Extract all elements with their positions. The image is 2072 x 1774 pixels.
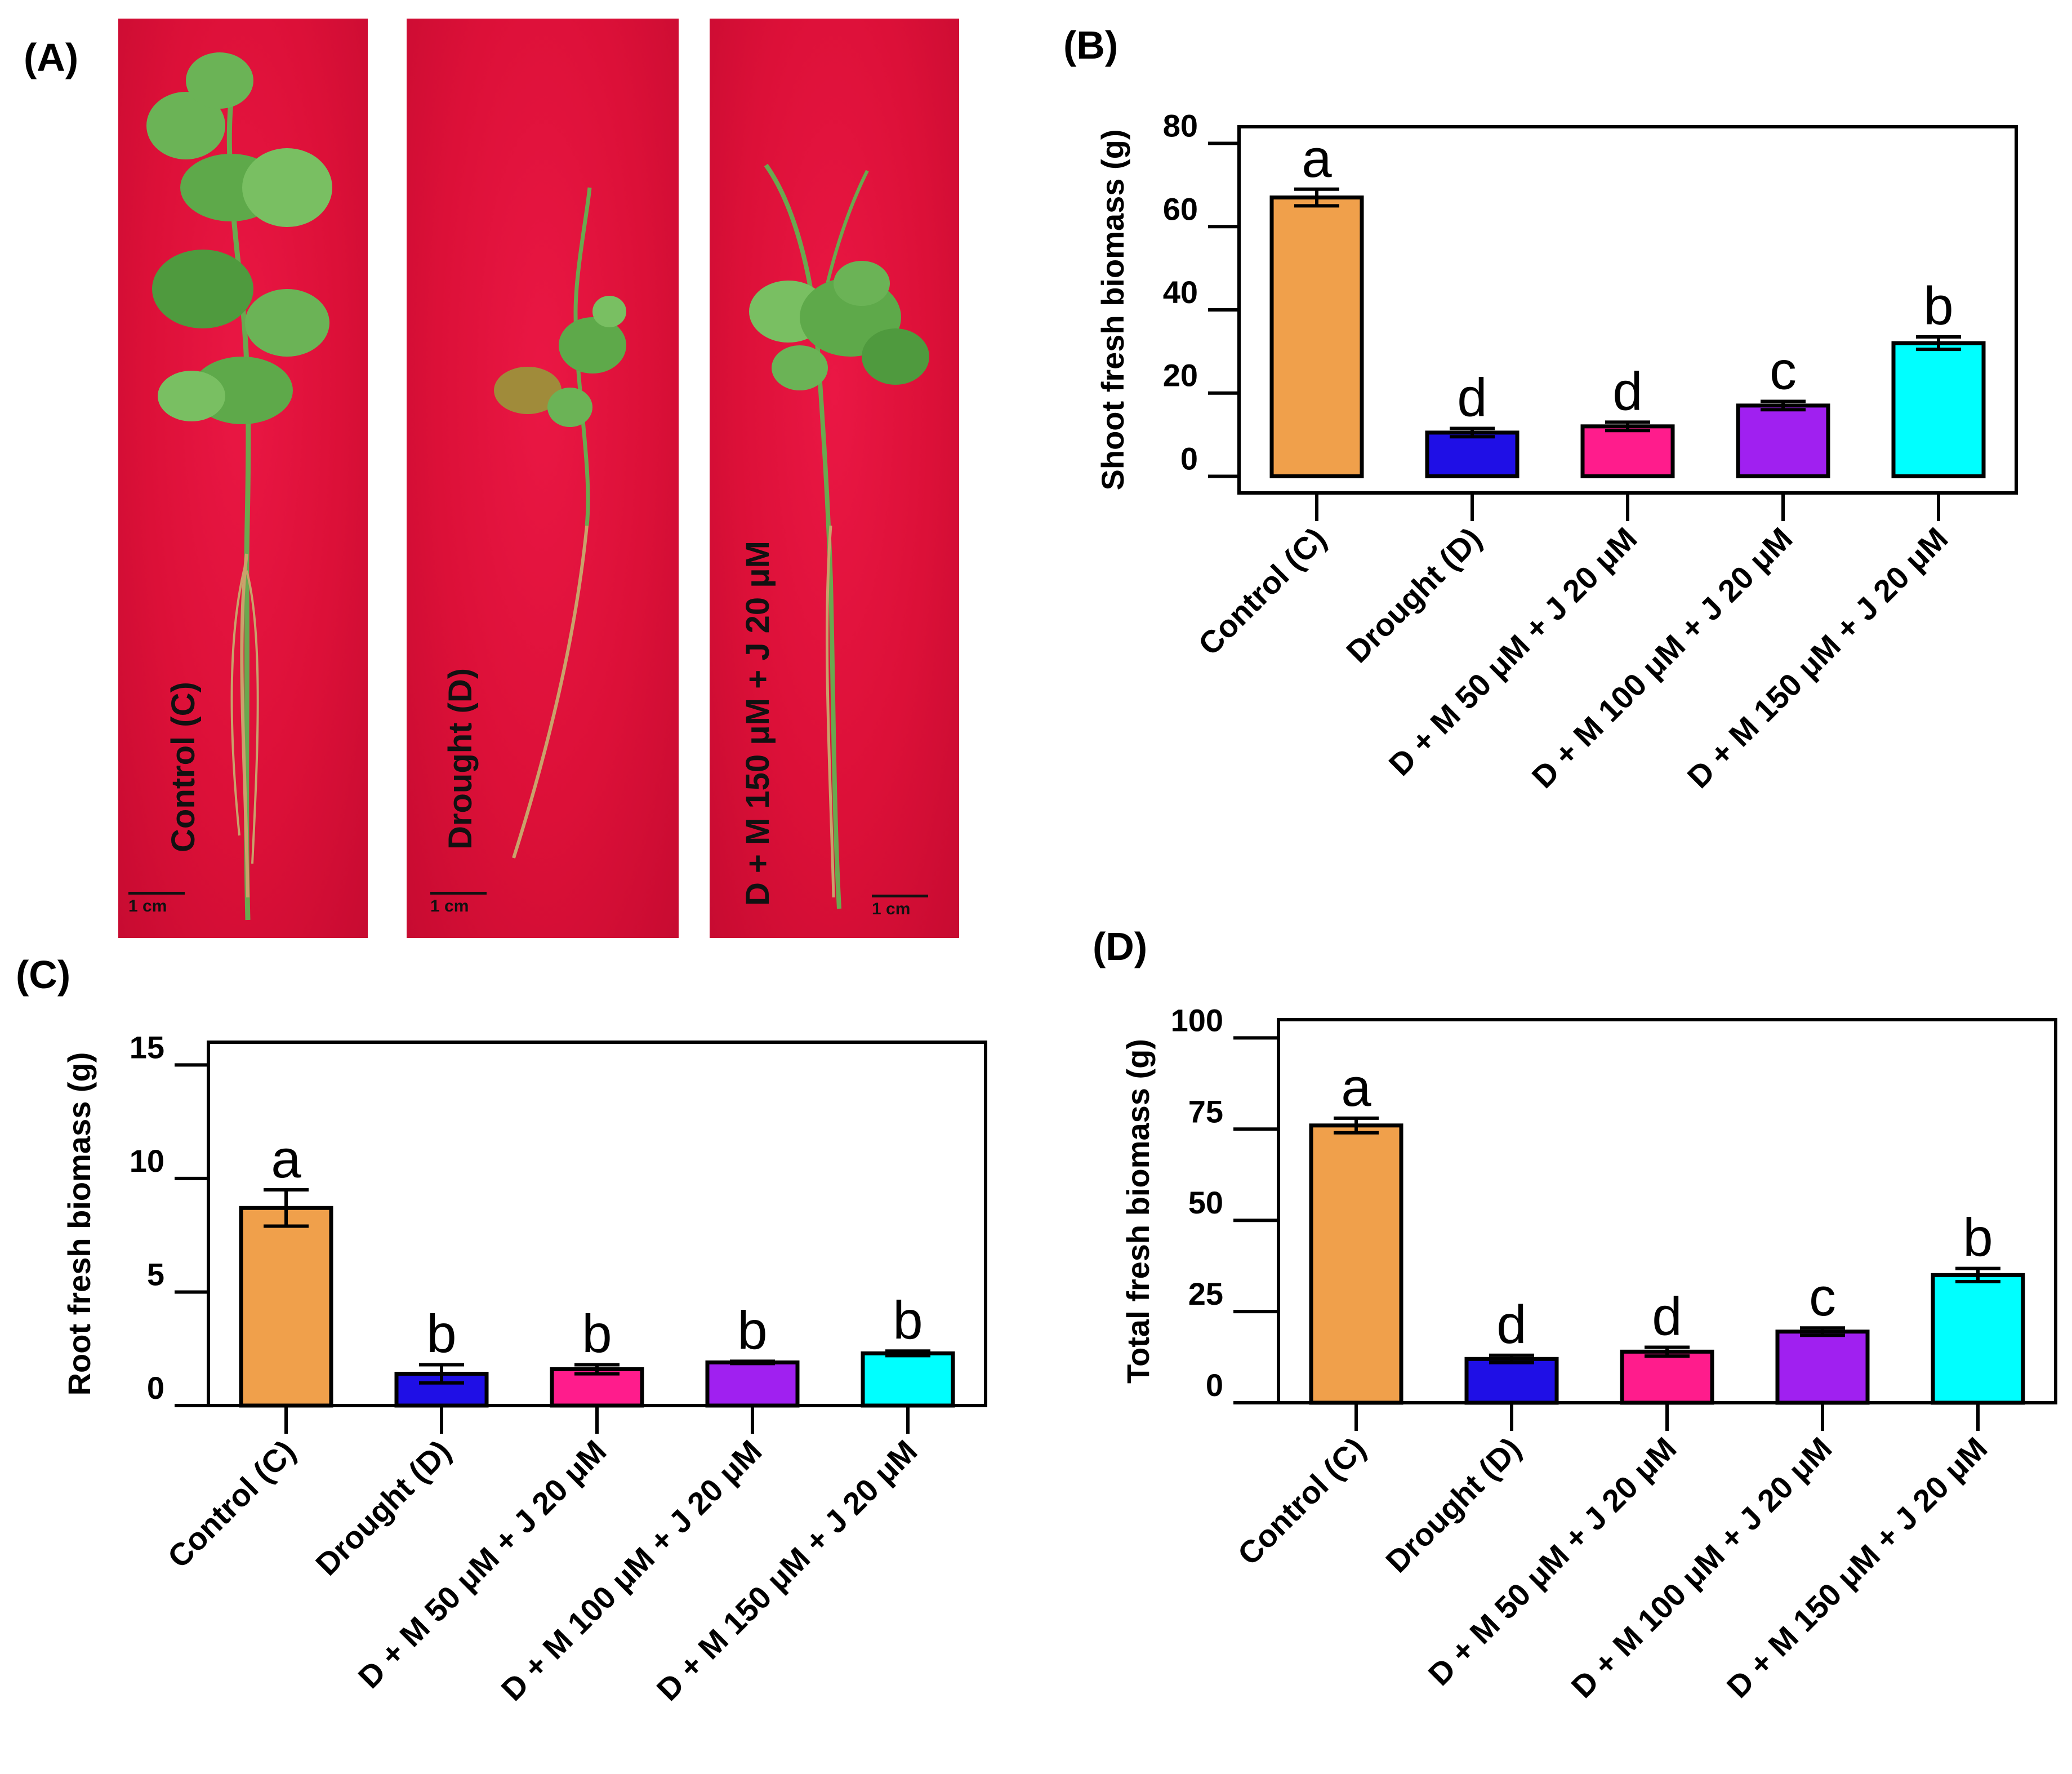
treatment-plant-image [749, 163, 929, 909]
x-category-label: D + M 100 μM + J 20 μM [1525, 521, 1799, 795]
y-tick-label: 50 [1188, 1185, 1223, 1220]
scale-bar-drought: 1 cm [430, 892, 487, 916]
significance-letter: c [1809, 1267, 1836, 1327]
photo-control: Control (C) 1 cm [118, 19, 368, 938]
x-category-label: D + M 50 μM + J 20 μM [1382, 521, 1644, 782]
y-tick-label: 75 [1188, 1093, 1223, 1129]
scale-bar-control: 1 cm [128, 892, 185, 916]
x-category-label: D + M 150 μM + J 20 μM [1681, 521, 1955, 795]
significance-letter: b [1923, 276, 1953, 336]
x-category-label: D + M 100 μM + J 20 μM [494, 1433, 769, 1708]
significance-letter: d [1652, 1287, 1682, 1347]
x-category-label: Drought (D) [1379, 1430, 1527, 1579]
bar [861, 1351, 955, 1408]
bar [1425, 430, 1520, 478]
y-tick-label: 100 [1171, 1002, 1223, 1038]
panel-label-d: (D) [1093, 924, 1148, 968]
significance-letter: b [582, 1304, 612, 1364]
significance-letter: d [1457, 368, 1487, 428]
scale-bar-label: 1 cm [430, 897, 469, 915]
photo-treatment: D + M 150 μM + J 20 μM 1 cm [710, 19, 959, 938]
significance-letter: c [1770, 341, 1797, 401]
x-category-label: Drought (D) [1339, 521, 1488, 669]
panel-label-b: (B) [1063, 23, 1119, 67]
photo-label-treatment: D + M 150 μM + J 20 μM [739, 541, 776, 906]
bar [1309, 1123, 1403, 1405]
y-tick-label: 5 [147, 1256, 164, 1292]
significance-letter: a [1302, 128, 1332, 189]
significance-letter: a [1341, 1057, 1371, 1118]
y-tick-label: 80 [1163, 108, 1198, 144]
significance-letter: b [737, 1300, 767, 1360]
y-tick-label: 0 [1206, 1367, 1223, 1403]
x-category-label: Control (C) [161, 1433, 302, 1575]
photo-label-control: Control (C) [165, 682, 202, 852]
bar [1269, 195, 1364, 478]
photo-label-drought: Drought (D) [442, 668, 479, 850]
y-tick-label: 25 [1188, 1276, 1223, 1311]
y-axis-label: Root fresh biomass (g) [61, 1052, 97, 1396]
significance-letter: a [271, 1129, 301, 1189]
bar [1620, 1349, 1714, 1405]
bar [1580, 424, 1675, 478]
x-category-label: D + M 100 μM + J 20 μM [1565, 1430, 1839, 1705]
bar [239, 1206, 333, 1408]
photo-drought: Drought (D) 1 cm [407, 19, 679, 938]
x-category-label: D + M 50 μM + J 20 μM [1422, 1430, 1683, 1692]
chart-total-biomass: 0 25 50 75 100 Total fresh biomass (g) a Contro… [1120, 1002, 2057, 1705]
y-tick-label: 0 [147, 1370, 164, 1406]
bar [1775, 1330, 1870, 1405]
scale-bar-label: 1 cm [872, 900, 911, 918]
scale-bar-treatment: 1 cm [872, 895, 928, 919]
y-tick-label: 20 [1163, 358, 1198, 393]
x-category-label: Control (C) [1231, 1430, 1372, 1572]
x-category-label: D + M 150 μM + J 20 μM [650, 1433, 924, 1708]
x-category-label: D + M 150 μM + J 20 μM [1720, 1430, 1994, 1705]
significance-letter: b [893, 1290, 923, 1350]
significance-letter: d [1612, 361, 1642, 421]
bar [1464, 1357, 1559, 1405]
y-tick-label: 10 [130, 1143, 164, 1179]
panel-label-a: (A) [24, 35, 79, 79]
y-axis-label: Total fresh biomass (g) [1120, 1039, 1156, 1384]
significance-letter: b [426, 1304, 456, 1364]
bar [1891, 341, 1986, 478]
scale-bar-label: 1 cm [128, 897, 167, 915]
x-category-label: D + M 50 μM + J 20 μM [351, 1433, 613, 1695]
drought-plant-image [494, 187, 626, 859]
x-category-label: Drought (D) [309, 1433, 457, 1582]
bar [1736, 403, 1830, 478]
y-tick-label: 15 [130, 1029, 164, 1065]
significance-letter: d [1496, 1295, 1526, 1355]
y-tick-label: 60 [1163, 191, 1198, 226]
significance-letter: b [1963, 1208, 1993, 1268]
x-category-label: Control (C) [1191, 521, 1333, 662]
bar [1931, 1273, 2025, 1405]
chart-root-biomass: 0 5 10 15 Root fresh biomass (g) a Control (C)… [61, 1029, 987, 1708]
panel-label-c: (C) [16, 953, 71, 997]
y-tick-label: 0 [1180, 441, 1198, 476]
chart-shoot-biomass: 0 20 40 60 80 Shoot fresh biomass (g) a Control… [1095, 108, 2018, 795]
bar [705, 1360, 800, 1408]
y-axis-label: Shoot fresh biomass (g) [1095, 130, 1130, 491]
control-plant-image [146, 52, 332, 921]
y-tick-label: 40 [1163, 274, 1198, 310]
